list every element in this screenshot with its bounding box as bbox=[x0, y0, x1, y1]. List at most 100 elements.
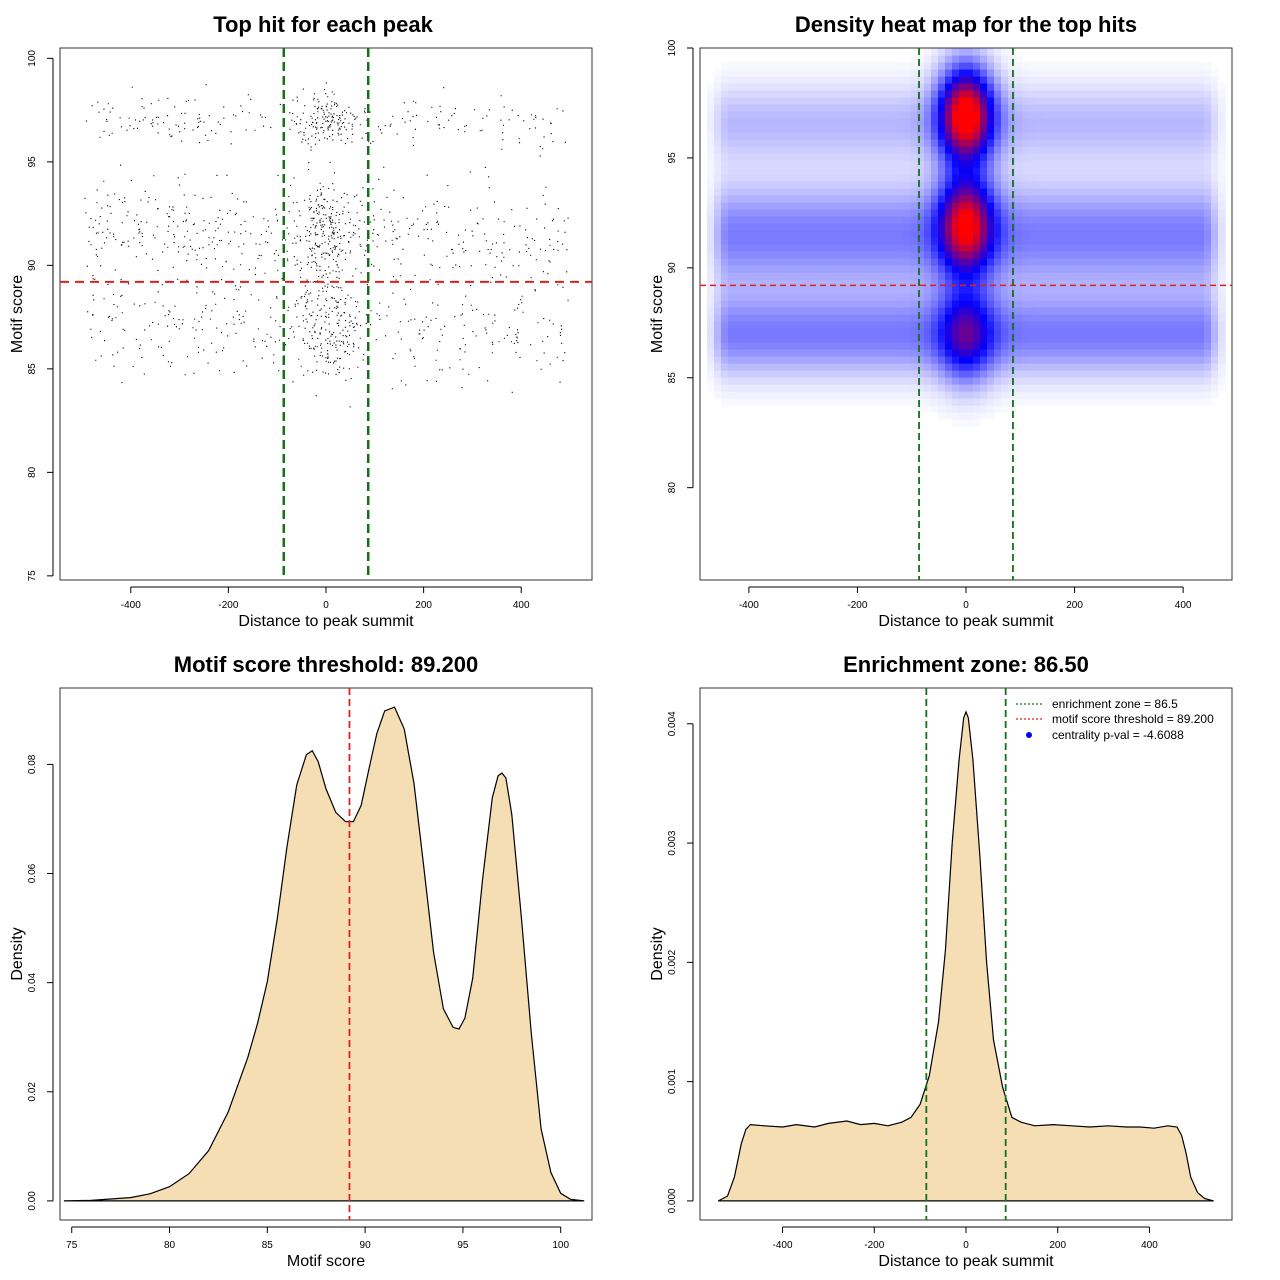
heatmap-cell bbox=[1162, 69, 1170, 77]
heatmap-cell bbox=[1204, 265, 1212, 273]
heatmap-cell bbox=[952, 55, 960, 63]
heatmap-cell bbox=[840, 279, 848, 287]
heatmap-cell bbox=[1183, 69, 1191, 77]
heatmap-cell bbox=[1127, 62, 1135, 70]
heatmap-cell bbox=[938, 293, 946, 301]
heatmap-cell bbox=[1050, 202, 1058, 210]
heatmap-cell bbox=[973, 146, 981, 154]
heatmap-cell bbox=[1036, 293, 1044, 301]
heatmap-cell bbox=[1001, 216, 1009, 224]
heatmap-cell bbox=[742, 314, 750, 322]
heatmap-cell bbox=[1197, 265, 1205, 273]
heatmap-cell bbox=[1001, 265, 1009, 273]
heatmap-cell bbox=[973, 223, 981, 231]
heatmap-cell bbox=[1218, 139, 1226, 147]
heatmap-cell bbox=[861, 293, 869, 301]
heatmap-cell bbox=[1148, 76, 1156, 84]
heatmap-cell bbox=[924, 342, 932, 350]
heatmap-cell bbox=[777, 83, 785, 91]
heatmap-cell bbox=[1148, 153, 1156, 161]
heatmap-cell bbox=[770, 153, 778, 161]
y-tick-label: 0.06 bbox=[27, 863, 38, 883]
legend-threshold-label: motif score threshold = 89.200 bbox=[1052, 712, 1214, 726]
heatmap-cell bbox=[1071, 237, 1079, 245]
heatmap-cell bbox=[945, 104, 953, 112]
heatmap-cell bbox=[1099, 83, 1107, 91]
heatmap-cell bbox=[889, 265, 897, 273]
heatmap-cell bbox=[1162, 300, 1170, 308]
heatmap-cell bbox=[1134, 370, 1142, 378]
heatmap-cell bbox=[1176, 132, 1184, 140]
heatmap-cell bbox=[784, 384, 792, 392]
heatmap-cell bbox=[770, 62, 778, 70]
heatmap-cell bbox=[1099, 293, 1107, 301]
heatmap-cell bbox=[763, 279, 771, 287]
heatmap-cell bbox=[1029, 398, 1037, 406]
heatmap-cell bbox=[994, 230, 1002, 238]
heatmap-cell bbox=[1183, 146, 1191, 154]
heatmap-cell bbox=[917, 300, 925, 308]
heatmap-cell bbox=[854, 398, 862, 406]
heatmap-cell bbox=[1022, 209, 1030, 217]
heatmap-cell bbox=[973, 272, 981, 280]
heatmap-cell bbox=[1078, 237, 1086, 245]
heatmap-cell bbox=[735, 125, 743, 133]
heatmap-cell bbox=[1057, 398, 1065, 406]
heatmap-cell bbox=[840, 181, 848, 189]
heatmap-cell bbox=[784, 132, 792, 140]
heatmap-cell bbox=[1078, 370, 1086, 378]
heatmap-cell bbox=[952, 104, 960, 112]
heatmap-cell bbox=[1029, 321, 1037, 329]
heatmap-cell bbox=[1043, 349, 1051, 357]
heatmap-cell bbox=[1141, 62, 1149, 70]
heatmap-cell bbox=[1183, 104, 1191, 112]
heatmap-cell bbox=[980, 139, 988, 147]
heatmap-cell bbox=[994, 118, 1002, 126]
heatmap-cell bbox=[1050, 118, 1058, 126]
heatmap-cell bbox=[1204, 328, 1212, 336]
heatmap-cell bbox=[1001, 272, 1009, 280]
heatmap-cell bbox=[707, 314, 715, 322]
heatmap-cell bbox=[854, 384, 862, 392]
heatmap-cell bbox=[1071, 202, 1079, 210]
heatmap-cell bbox=[791, 132, 799, 140]
heatmap-cell bbox=[1141, 384, 1149, 392]
heatmap-cell bbox=[1029, 111, 1037, 119]
heatmap-cell bbox=[959, 384, 967, 392]
heatmap-cell bbox=[798, 391, 806, 399]
heatmap-cell bbox=[1169, 384, 1177, 392]
heatmap-cell bbox=[1029, 363, 1037, 371]
heatmap-cell bbox=[1043, 265, 1051, 273]
heatmap-cell bbox=[805, 104, 813, 112]
heatmap-cell bbox=[1022, 216, 1030, 224]
heatmap-cell bbox=[917, 405, 925, 413]
heatmap-cell bbox=[994, 188, 1002, 196]
heatmap-cell bbox=[980, 125, 988, 133]
heatmap-cell bbox=[728, 335, 736, 343]
heatmap-cell bbox=[742, 307, 750, 315]
heatmap-cell bbox=[1036, 258, 1044, 266]
heatmap-cell bbox=[819, 69, 827, 77]
heatmap-cell bbox=[1204, 370, 1212, 378]
heatmap-cell bbox=[777, 244, 785, 252]
heatmap-cell bbox=[1204, 251, 1212, 259]
heatmap-cell bbox=[1204, 356, 1212, 364]
heatmap-cell bbox=[1043, 97, 1051, 105]
heatmap-cell bbox=[749, 272, 757, 280]
heatmap-cell bbox=[1148, 265, 1156, 273]
heatmap-cell bbox=[917, 363, 925, 371]
heatmap-cell bbox=[791, 398, 799, 406]
heatmap-cell bbox=[833, 146, 841, 154]
heatmap-cell bbox=[959, 265, 967, 273]
heatmap-cell bbox=[826, 265, 834, 273]
heatmap-cell bbox=[707, 90, 715, 98]
heatmap-cell bbox=[1162, 181, 1170, 189]
heatmap-cell bbox=[742, 146, 750, 154]
heatmap-cell bbox=[938, 223, 946, 231]
heatmap-cell bbox=[1071, 132, 1079, 140]
heatmap-cell bbox=[1015, 202, 1023, 210]
heatmap-cell bbox=[875, 167, 883, 175]
heatmap-cell bbox=[756, 104, 764, 112]
heatmap-cell bbox=[882, 244, 890, 252]
heatmap-cell bbox=[966, 174, 974, 182]
